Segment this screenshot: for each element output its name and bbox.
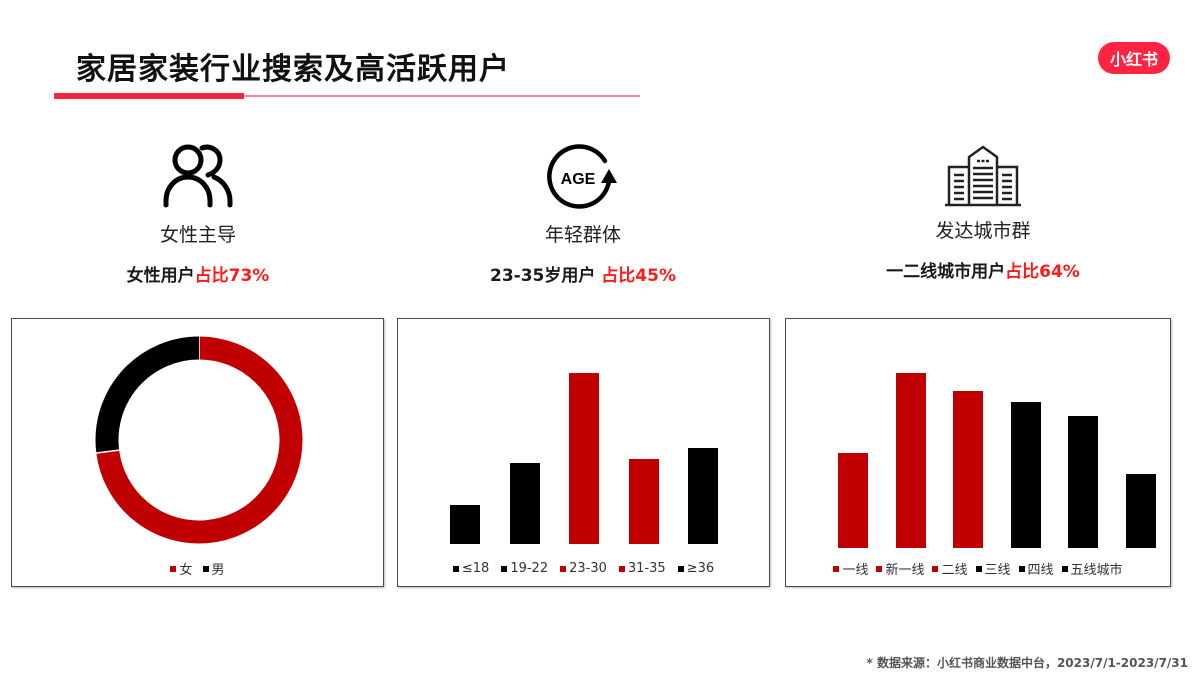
stat-label: 发达城市群 xyxy=(935,220,1031,242)
bar-31-35 xyxy=(628,459,659,544)
legend-swatch xyxy=(618,565,625,572)
legend-item: 男 xyxy=(202,559,225,578)
legend-item: 三线 xyxy=(975,559,1011,578)
title-underline-accent xyxy=(54,93,244,99)
legend-swatch xyxy=(677,565,684,572)
bar-一线 xyxy=(838,453,868,548)
donut-slice xyxy=(95,336,200,453)
legend-label: 二线 xyxy=(941,563,968,578)
legend-label: 19-22 xyxy=(510,561,549,576)
legend-swatch xyxy=(501,565,508,572)
stat-city: 发达城市群 一二线城市用户占比64% xyxy=(833,134,1133,282)
legend-item: 31-35 xyxy=(618,561,666,576)
legend-label: 31-35 xyxy=(627,561,666,576)
stat-female: 女性主导 女性用户占比73% xyxy=(48,138,348,286)
stat-desc-text: 一二线城市用户 xyxy=(886,262,1006,282)
legend-label: ≤18 xyxy=(461,561,490,576)
stat-desc: 一二线城市用户占比64% xyxy=(833,257,1133,282)
svg-text:AGE: AGE xyxy=(561,171,596,188)
stat-desc: 23-35岁用户 占比45% xyxy=(433,261,733,286)
legend-label: ≥36 xyxy=(686,561,715,576)
xiaohongshu-logo: 小红书 xyxy=(1098,42,1170,74)
legend-swatch xyxy=(932,565,939,572)
stat-desc: 女性用户占比73% xyxy=(48,261,348,286)
legend-label: 三线 xyxy=(984,563,1011,578)
stat-desc-text: 23-35岁用户 xyxy=(490,266,602,286)
legend-item: 23-30 xyxy=(560,561,607,576)
data-source-note: * 数据来源：小红书商业数据中台，2023/7/1-2023/7/31 xyxy=(866,656,1188,670)
chart-legend: 一线 新一线 二线 三线 四线 五线城市 xyxy=(786,559,1170,578)
legend-swatch xyxy=(876,565,883,572)
age-bar-chart: ≤18 19-22 23-30 31-35 ≥36 xyxy=(397,318,770,587)
bar-19-22 xyxy=(509,463,540,544)
legend-label: 23-30 xyxy=(569,561,607,576)
legend-item: 一线 xyxy=(833,559,868,578)
legend-label: 新一线 xyxy=(885,563,925,578)
donut-slice xyxy=(96,336,303,544)
legend-label: 女 xyxy=(179,563,193,578)
page-title: 家居家装行业搜索及高活跃用户 xyxy=(76,52,510,87)
legend-item: 女 xyxy=(170,559,193,578)
legend-item: ≥36 xyxy=(677,561,715,576)
city-tier-bar-chart: 一线 新一线 二线 三线 四线 五线城市 xyxy=(785,318,1171,587)
legend-item: 新一线 xyxy=(876,559,924,578)
legend-swatch xyxy=(202,565,209,572)
legend-swatch xyxy=(1061,565,1068,572)
stat-highlight: 占比45% xyxy=(601,266,676,286)
donut-svg xyxy=(95,335,303,544)
legend-item: ≤18 xyxy=(452,561,490,576)
legend-item: 四线 xyxy=(1018,559,1054,578)
legend-label: 一线 xyxy=(842,563,869,578)
stat-young: AGE 年轻群体 23-35岁用户 占比45% xyxy=(433,138,733,286)
legend-label: 五线城市 xyxy=(1070,563,1123,578)
bar-五线城市 xyxy=(1125,474,1156,548)
legend-item: 二线 xyxy=(932,559,968,578)
legend-label: 四线 xyxy=(1027,563,1054,578)
title-underline xyxy=(54,95,640,97)
stat-label: 女性主导 xyxy=(159,224,236,246)
stat-desc-text: 女性用户 xyxy=(126,266,195,286)
buildings-icon xyxy=(938,134,1028,210)
legend-swatch xyxy=(452,565,459,572)
bar-四线 xyxy=(1068,416,1098,548)
bar-≤18 xyxy=(450,505,480,544)
chart-legend: ≤18 19-22 23-30 31-35 ≥36 xyxy=(398,561,769,576)
bar-二线 xyxy=(953,391,983,548)
chart-legend: 女 男 xyxy=(12,559,383,578)
legend-item: 19-22 xyxy=(501,561,548,576)
legend-swatch xyxy=(833,565,840,572)
bar-≥36 xyxy=(688,448,718,544)
legend-swatch xyxy=(975,565,982,572)
people-icon xyxy=(153,138,243,214)
stat-highlight: 占比64% xyxy=(1005,262,1080,282)
legend-swatch xyxy=(170,565,177,572)
bar-23-30 xyxy=(569,373,599,544)
gender-donut-chart: 女 男 xyxy=(11,318,384,587)
legend-swatch xyxy=(1018,565,1025,572)
legend-label: 男 xyxy=(211,563,225,578)
bar-新一线 xyxy=(895,373,926,548)
stat-highlight: 占比73% xyxy=(194,266,270,286)
age-icon: AGE xyxy=(538,138,628,214)
stat-label: 年轻群体 xyxy=(544,224,621,246)
legend-item: 五线城市 xyxy=(1061,559,1123,578)
bar-三线 xyxy=(1010,402,1041,548)
legend-swatch xyxy=(560,565,567,572)
